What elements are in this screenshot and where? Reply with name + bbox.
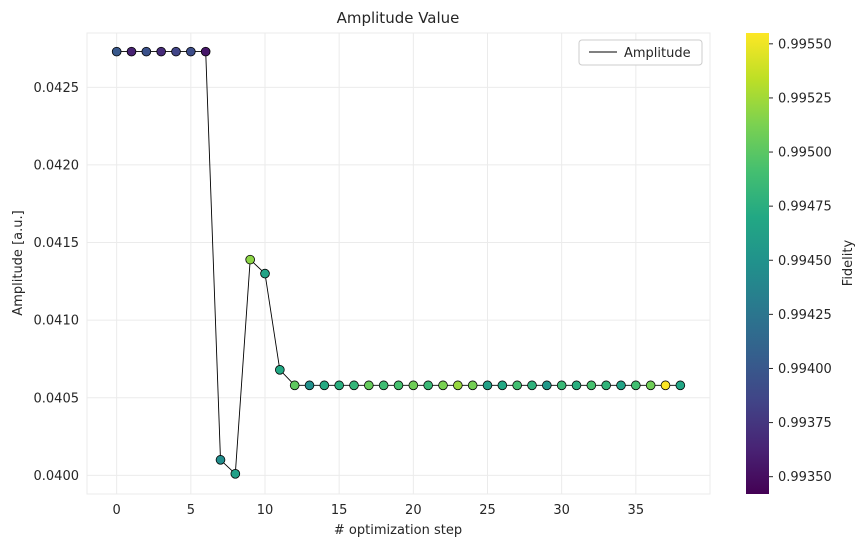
data-point — [393, 380, 404, 391]
y-tick-label: 0.0420 — [34, 158, 80, 173]
x-tick-labels: 0 5 10 15 20 25 30 35 — [113, 503, 645, 518]
colorbar-tick-label: 0.99525 — [778, 91, 832, 106]
y-axis-label: Amplitude [a.u.] — [11, 210, 26, 315]
data-point — [467, 380, 478, 391]
data-point — [200, 46, 211, 57]
x-tick-label: 20 — [405, 503, 422, 518]
x-axis-label: # optimization step — [334, 523, 462, 538]
x-tick-label: 25 — [479, 503, 496, 518]
data-point — [260, 268, 270, 279]
y-tick-label: 0.0405 — [34, 391, 80, 406]
data-point — [245, 254, 255, 265]
grid-lines — [87, 33, 710, 494]
data-point — [482, 380, 493, 391]
colorbar-tick-labels: 0.99350 0.99375 0.99400 0.99425 0.99450 0.994… — [769, 37, 832, 485]
colorbar-tick-label: 0.99400 — [778, 362, 832, 377]
legend-box — [578, 39, 703, 66]
data-point — [126, 46, 137, 57]
y-tick-labels: 0.0400 0.0405 0.0410 0.0415 0.0420 0.0425 — [34, 81, 80, 484]
data-point — [556, 380, 567, 391]
data-point — [438, 380, 448, 391]
x-tick-label: 15 — [331, 503, 348, 518]
data-point — [497, 380, 508, 391]
colorbar-tick-label: 0.99425 — [778, 308, 832, 323]
data-point — [512, 380, 522, 391]
colorbar-tick-label: 0.99450 — [778, 254, 832, 269]
colorbar-label: Fidelity — [841, 239, 856, 286]
data-point — [364, 380, 374, 391]
data-point — [571, 380, 582, 391]
colorbar-tick-label: 0.99375 — [778, 416, 832, 431]
y-tick-label: 0.0400 — [34, 469, 80, 484]
data-point — [230, 469, 241, 479]
data-point — [527, 380, 537, 391]
data-point — [675, 380, 686, 391]
colorbar-tick-label: 0.99475 — [778, 200, 832, 215]
colorbar-tick-label: 0.99500 — [778, 146, 832, 161]
data-point — [186, 46, 196, 57]
y-tick-label: 0.0425 — [34, 81, 80, 96]
y-tick-label: 0.0410 — [34, 314, 80, 329]
x-tick-label: 35 — [628, 503, 645, 518]
data-point — [601, 380, 611, 391]
colorbar-tick-label: 0.99350 — [778, 470, 832, 485]
x-tick-label: 10 — [257, 503, 274, 518]
data-point — [304, 380, 315, 391]
data-point — [631, 380, 641, 391]
colorbar — [746, 33, 769, 494]
legend: Amplitude — [578, 39, 703, 66]
data-point — [349, 380, 359, 391]
x-tick-label: 30 — [553, 503, 570, 518]
series-amplitude — [111, 46, 686, 479]
data-point — [141, 46, 152, 57]
data-point — [378, 380, 389, 391]
data-point — [319, 380, 330, 391]
data-point — [275, 365, 285, 375]
data-point — [334, 380, 344, 391]
data-point — [408, 380, 419, 391]
data-point — [289, 380, 300, 391]
legend-entry-amplitude: Amplitude — [624, 46, 691, 61]
data-point — [111, 46, 122, 57]
plot-area — [86, 32, 711, 495]
data-point — [215, 455, 226, 465]
x-tick-label: 0 — [113, 503, 121, 518]
data-point — [645, 380, 656, 391]
data-point — [453, 380, 463, 391]
data-point — [171, 46, 181, 57]
chart-title: Amplitude Value — [337, 9, 460, 27]
data-point — [616, 380, 626, 391]
data-point — [586, 380, 597, 391]
y-tick-label: 0.0415 — [34, 236, 80, 251]
colorbar-tick-label: 0.99550 — [778, 37, 832, 52]
x-tick-label: 5 — [187, 503, 195, 518]
data-point — [423, 380, 433, 391]
data-point — [542, 380, 552, 391]
data-point — [156, 46, 166, 57]
data-point — [660, 380, 671, 391]
